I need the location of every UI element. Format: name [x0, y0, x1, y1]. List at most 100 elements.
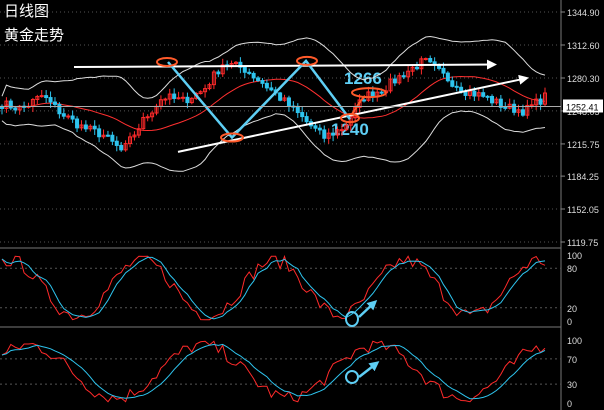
candle [414, 61, 419, 71]
candle-body [4, 100, 9, 109]
candle-body [463, 91, 468, 96]
candle-body [167, 93, 172, 100]
candle [141, 112, 146, 130]
middle-band [1, 75, 546, 132]
candle-body [362, 99, 366, 102]
candle-body [419, 58, 424, 70]
candle-body [128, 136, 133, 145]
last-price-box [563, 99, 603, 113]
candle-body [52, 101, 57, 105]
candle-body [123, 143, 128, 151]
candle-body [57, 103, 62, 115]
candle [353, 102, 358, 123]
candle-body [423, 58, 428, 61]
candle-body [525, 104, 530, 116]
candle-body [264, 82, 269, 89]
candle [13, 105, 18, 114]
candle [282, 94, 287, 102]
candle [295, 103, 300, 118]
candle-body [145, 116, 150, 119]
candle-body [150, 112, 155, 118]
candle-body [485, 95, 490, 98]
candle [172, 88, 177, 103]
candle-body [238, 61, 243, 68]
y-tick-label: 1152.05 [567, 205, 599, 215]
candle [181, 92, 185, 102]
candle [269, 81, 274, 92]
candle-body [331, 132, 336, 136]
candle-body [520, 109, 525, 116]
candle [445, 71, 450, 83]
candle-body [392, 78, 397, 84]
candle-body [476, 92, 481, 97]
candle-body [198, 91, 203, 94]
y-axis-ticks: 1344.901312.601280.301248.051215.751184.… [561, 8, 600, 409]
candle [392, 74, 397, 87]
candle-body [203, 88, 208, 93]
candle-body [379, 91, 384, 94]
candle [123, 140, 128, 152]
candle [529, 99, 534, 109]
candle-body [75, 118, 80, 129]
candle [476, 88, 481, 101]
candle [256, 76, 261, 82]
candle-body [211, 71, 216, 86]
candle [158, 95, 163, 110]
candle [88, 124, 93, 132]
candle [543, 87, 547, 107]
candle-body [207, 84, 212, 90]
candle [538, 94, 543, 110]
candle-body [450, 80, 455, 87]
candle [136, 123, 141, 138]
candle [189, 97, 194, 105]
candle [150, 110, 155, 122]
y-tick-label: 1280.30 [567, 74, 600, 84]
candle [512, 99, 517, 116]
candle [251, 71, 256, 83]
candle [132, 131, 137, 141]
candle-body [313, 125, 318, 129]
candle-body [401, 75, 406, 78]
candle-body [344, 124, 349, 131]
candle-body [172, 93, 177, 99]
breakout-path [351, 95, 366, 115]
lower-band [1, 110, 546, 172]
candle [229, 60, 234, 69]
candle [304, 112, 309, 126]
candle-body [326, 132, 331, 139]
candle [450, 76, 455, 88]
candle-body [181, 96, 185, 99]
candle-body [163, 98, 168, 101]
candle [485, 95, 490, 101]
y-tick-label: 1119.75 [567, 238, 598, 248]
candle [264, 79, 269, 92]
candle-body [176, 97, 181, 100]
osc1-fast-line [1, 254, 546, 321]
candle-body [132, 134, 137, 138]
candle-body [512, 103, 517, 113]
chart-title: 日线图 [4, 2, 50, 20]
candle-body [251, 72, 256, 79]
candle-body [454, 85, 459, 88]
candle-body [97, 128, 102, 138]
osc1-bottom-marker [345, 311, 359, 327]
candle-body [481, 92, 486, 97]
candle [242, 65, 247, 79]
candle [322, 125, 327, 143]
candle-body [13, 107, 18, 111]
y-tick-label: 1312.60 [567, 41, 600, 51]
osc1-tick-label: 0 [567, 317, 572, 327]
candle-body [317, 127, 322, 131]
candle [163, 97, 168, 105]
candle [70, 110, 75, 123]
candle-body [216, 71, 221, 75]
candle-body [242, 66, 247, 73]
candle [83, 120, 88, 133]
osc2-fast-line [1, 340, 546, 403]
candle [423, 57, 428, 61]
candle [167, 88, 172, 105]
candle [397, 72, 402, 85]
candle [494, 96, 499, 105]
osc2-tick-label: 30 [567, 380, 577, 390]
candle-body [136, 128, 141, 136]
